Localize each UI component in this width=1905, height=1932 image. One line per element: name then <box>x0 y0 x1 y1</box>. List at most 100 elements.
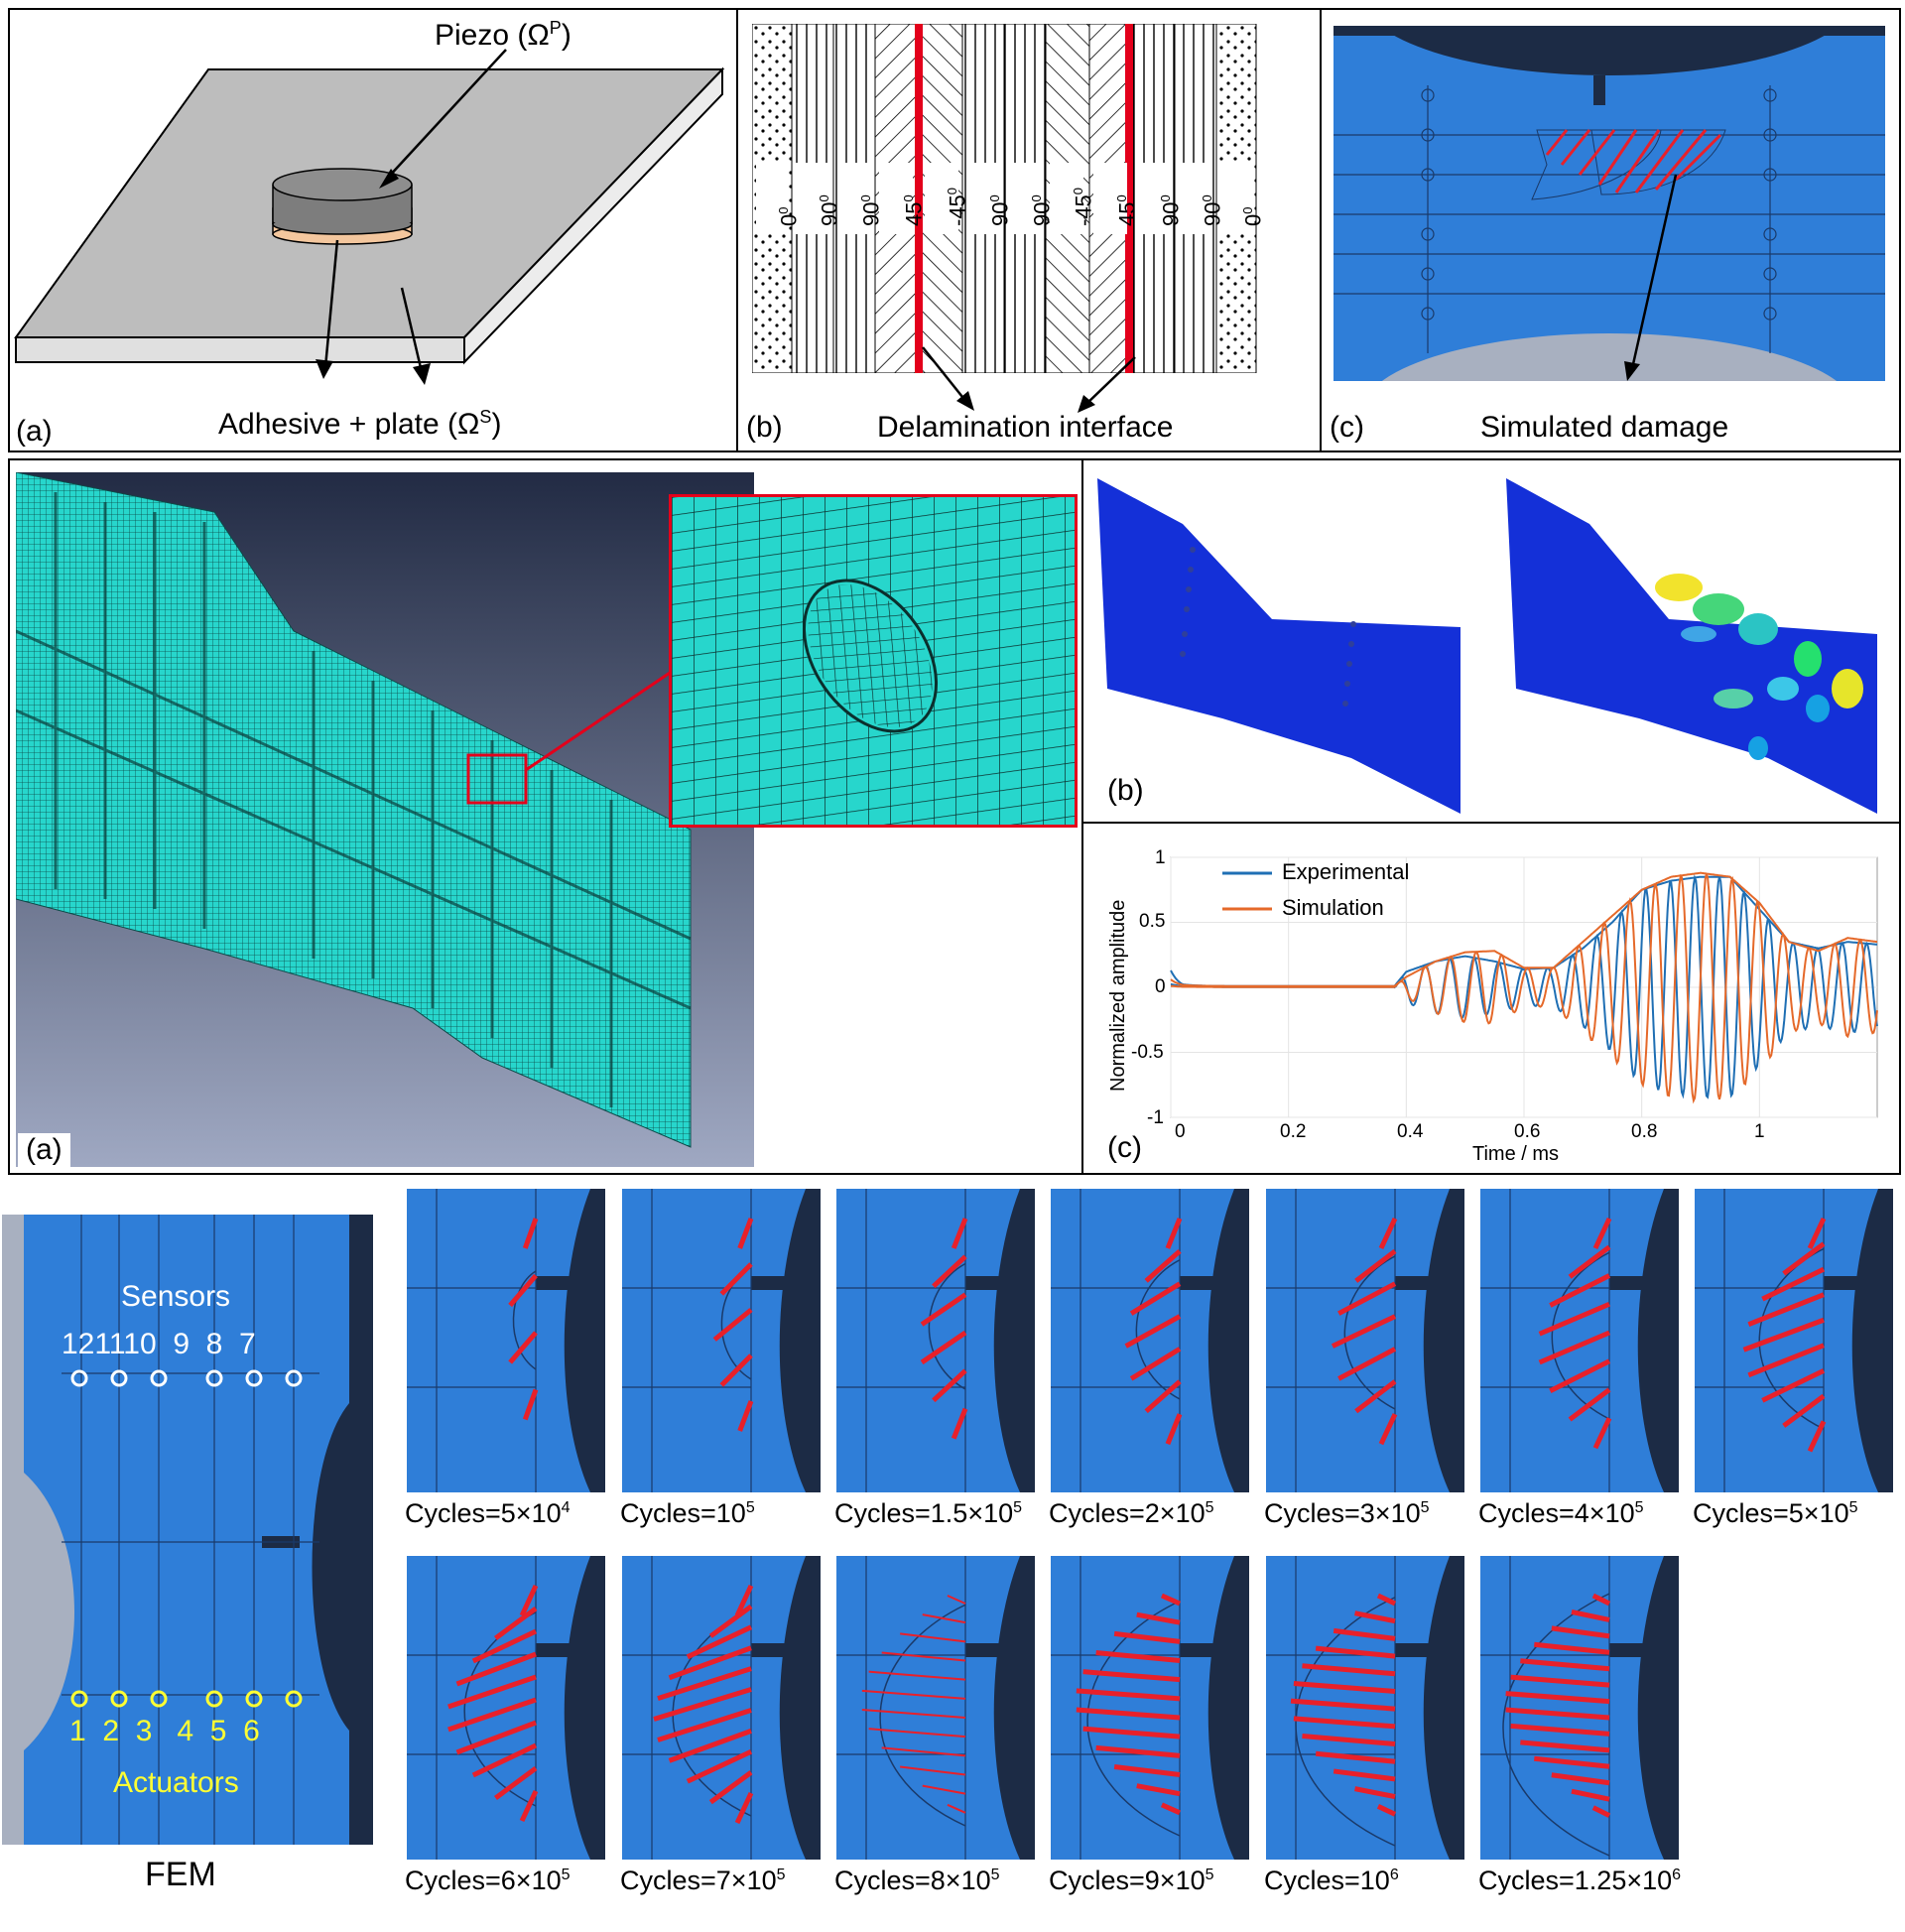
damage-snapshot <box>1266 1189 1464 1492</box>
x-tick: 0.8 <box>1631 1121 1658 1142</box>
middle-panel-b: (b) <box>1081 458 1901 826</box>
cycle-caption: Cycles=7×105 <box>620 1866 786 1896</box>
cycle-caption-text: Cycles=10 <box>620 1498 746 1528</box>
fem-sensor-layout: Sensors 121110 9 8 7 1 2 3 4 5 6 Actuato… <box>2 1215 373 1845</box>
snapshot-render <box>836 1556 1035 1860</box>
sensors-title: Sensors <box>121 1280 231 1313</box>
damage-snapshot <box>1051 1189 1249 1492</box>
damage-snapshot <box>836 1189 1035 1492</box>
cycle-caption-text: Cycles=9×10 <box>1049 1866 1206 1895</box>
snapshot-render <box>1266 1189 1464 1492</box>
specimen-outline <box>1334 26 1885 381</box>
snapshot-render <box>1266 1556 1464 1860</box>
meshed-specimen <box>15 471 692 1148</box>
cycle-caption: Cycles=5×105 <box>1693 1498 1858 1529</box>
x-tick: 0.6 <box>1514 1121 1541 1142</box>
snapshot-render <box>1051 1189 1249 1492</box>
x-tick: 0 <box>1175 1121 1186 1142</box>
fem-damage-view <box>1334 26 1885 381</box>
mesh-render-background <box>15 471 754 1167</box>
y-tick: -1 <box>1147 1107 1164 1128</box>
cycle-caption-text: Cycles=6×10 <box>405 1866 562 1895</box>
panel-label: (c) <box>1107 1131 1142 1164</box>
cycle-caption-exponent: 5 <box>776 1867 786 1883</box>
snapshot-render <box>1480 1189 1679 1492</box>
simulated-damage-caption: Simulated damage <box>1480 411 1729 444</box>
piezo-label: Piezo (ΩP) <box>435 18 572 52</box>
cycle-caption-exponent: 5 <box>745 1499 755 1516</box>
series-envelope <box>1170 871 1878 988</box>
cycle-caption-exponent: 5 <box>1420 1499 1430 1516</box>
snapshot-render <box>836 1189 1035 1492</box>
plate-illustration <box>14 49 725 385</box>
cycle-caption: Cycles=9×105 <box>1049 1866 1214 1896</box>
waveform-chart <box>1170 856 1878 1118</box>
snapshot-render <box>407 1189 605 1492</box>
cycle-caption-exponent: 5 <box>561 1867 571 1883</box>
sensor-numbers: 121110 9 8 7 <box>62 1328 256 1360</box>
middle-panel-c: Normalized amplitude 1 0.5 0 -0.5 -1 0 0… <box>1081 822 1901 1175</box>
snapshot-render <box>407 1556 605 1860</box>
cycle-caption-exponent: 5 <box>1205 1499 1214 1516</box>
fem-caption: FEM <box>145 1856 216 1893</box>
middle-panel-a: (a) <box>8 458 1085 1175</box>
cycle-caption-exponent: 5 <box>1205 1867 1214 1883</box>
fem-specimen-outline <box>2 1215 373 1845</box>
cycle-caption: Cycles=106 <box>1264 1866 1399 1896</box>
delamination-arrows <box>922 346 1136 413</box>
x-tick: 0.4 <box>1397 1121 1424 1142</box>
cycle-caption: Cycles=1.5×105 <box>834 1498 1022 1529</box>
cycle-caption-text: Cycles=10 <box>1264 1866 1390 1895</box>
cycle-caption: Cycles=105 <box>620 1498 755 1529</box>
damage-snapshot <box>1051 1556 1249 1860</box>
legend-simulation: Simulation <box>1282 895 1384 921</box>
damage-snapshot <box>622 1189 821 1492</box>
panel-label: (c) <box>1330 411 1364 444</box>
mesh-zoom-inset <box>669 494 1078 828</box>
snapshot-render <box>1480 1556 1679 1860</box>
cycle-caption-text: Cycles=5×10 <box>405 1498 562 1528</box>
cycle-caption-exponent: 5 <box>990 1867 1000 1883</box>
x-tick: 1 <box>1754 1121 1765 1142</box>
cycle-caption-text: Cycles=3×10 <box>1264 1498 1421 1528</box>
damage-snapshot <box>407 1189 605 1492</box>
damage-snapshot <box>836 1556 1035 1860</box>
snapshot-render <box>622 1189 821 1492</box>
damage-snapshot <box>407 1556 605 1860</box>
panel-label: (b) <box>1107 774 1144 807</box>
mesh-zoom-grid <box>672 497 1075 825</box>
wave-propagation-contours <box>1097 478 1877 814</box>
cycle-caption-exponent: 6 <box>1672 1867 1682 1883</box>
cycle-caption: Cycles=2×105 <box>1049 1498 1214 1529</box>
cycle-caption: Cycles=8×105 <box>834 1866 1000 1896</box>
adhesive-plate-label: Adhesive + plate (ΩS) <box>218 407 502 441</box>
panel-label: (b) <box>746 411 783 444</box>
damage-snapshot <box>1695 1189 1893 1492</box>
y-tick: -0.5 <box>1131 1042 1164 1063</box>
damage-snapshot <box>1480 1189 1679 1492</box>
damage-snapshot <box>1480 1556 1679 1860</box>
laminate-layup-illustration <box>752 24 1257 373</box>
cycle-caption: Cycles=6×105 <box>405 1866 571 1896</box>
actuator-numbers: 1 2 3 4 5 6 <box>69 1715 260 1747</box>
cycle-caption: Cycles=4×105 <box>1478 1498 1644 1529</box>
y-tick: 0 <box>1155 976 1166 997</box>
cycle-caption-text: Cycles=2×10 <box>1049 1498 1206 1528</box>
cycle-caption-exponent: 5 <box>1013 1499 1023 1516</box>
delamination-caption: Delamination interface <box>877 411 1174 444</box>
cycle-caption: Cycles=1.25×106 <box>1478 1866 1681 1896</box>
cycle-caption-text: Cycles=4×10 <box>1478 1498 1635 1528</box>
cycle-caption-exponent: 5 <box>1634 1499 1644 1516</box>
cycle-caption-exponent: 4 <box>561 1499 571 1516</box>
cycle-caption-text: Cycles=7×10 <box>620 1866 777 1895</box>
snapshot-render <box>1695 1189 1893 1492</box>
cycle-caption-exponent: 5 <box>1848 1499 1858 1516</box>
series-name: Simulation <box>1282 895 1384 920</box>
series-name: Experimental <box>1282 859 1410 884</box>
top-panel-c: Simulated damage (c) <box>1320 8 1901 452</box>
cycle-caption-exponent: 6 <box>1389 1867 1399 1883</box>
actuators-title: Actuators <box>113 1766 239 1799</box>
y-tick: 1 <box>1155 847 1166 868</box>
damage-snapshot <box>1266 1556 1464 1860</box>
panel-label: (a) <box>18 1133 70 1167</box>
